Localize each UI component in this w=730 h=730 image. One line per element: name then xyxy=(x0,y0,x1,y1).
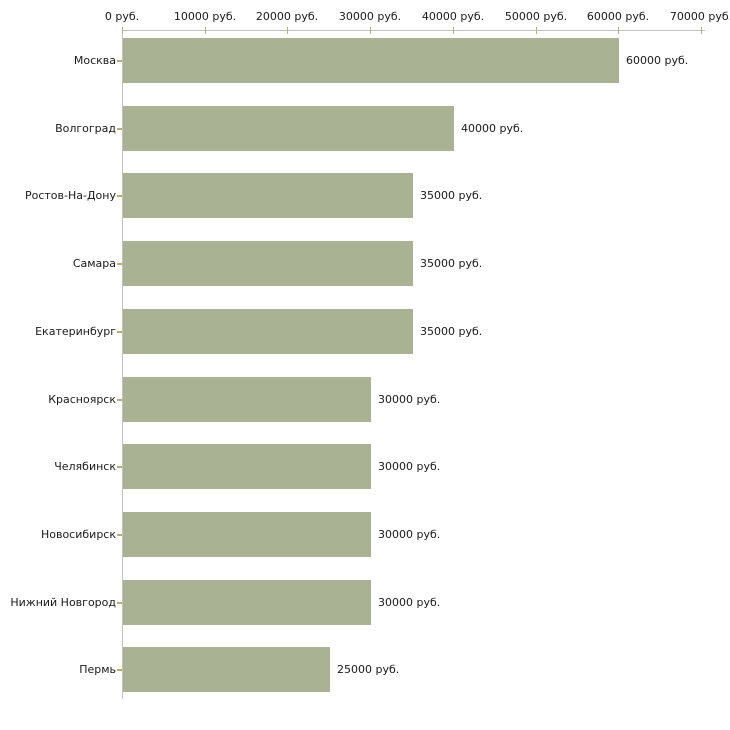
x-axis-tick-label: 60000 руб. xyxy=(586,10,650,23)
x-axis-tick-label: 30000 руб. xyxy=(338,10,402,23)
x-axis-tick xyxy=(370,27,371,34)
category-tick xyxy=(117,195,122,197)
x-axis-tick xyxy=(287,27,288,34)
value-label: 25000 руб. xyxy=(337,663,400,676)
bar xyxy=(123,309,413,354)
category-tick xyxy=(117,466,122,468)
bar xyxy=(123,38,619,83)
x-axis-tick-label: 40000 руб. xyxy=(421,10,485,23)
bar xyxy=(123,241,413,286)
bar xyxy=(123,106,454,151)
value-label: 35000 руб. xyxy=(420,189,483,202)
value-label: 30000 руб. xyxy=(378,393,441,406)
bar xyxy=(123,444,371,489)
value-label: 35000 руб. xyxy=(420,325,483,338)
category-label: Екатеринбург xyxy=(35,325,116,338)
category-label: Челябинск xyxy=(54,460,116,473)
x-axis-tick xyxy=(453,27,454,34)
x-axis-tick-label: 70000 руб. xyxy=(669,10,730,23)
category-tick xyxy=(117,263,122,265)
bar xyxy=(123,580,371,625)
category-tick xyxy=(117,331,122,333)
value-label: 35000 руб. xyxy=(420,257,483,270)
category-tick xyxy=(117,128,122,130)
bar xyxy=(123,377,371,422)
value-label: 30000 руб. xyxy=(378,596,441,609)
value-label: 60000 руб. xyxy=(626,54,689,67)
category-tick xyxy=(117,669,122,671)
category-label: Нижний Новгород xyxy=(10,596,116,609)
category-label: Красноярск xyxy=(48,393,116,406)
bar xyxy=(123,512,371,557)
category-tick xyxy=(117,534,122,536)
x-axis-tick xyxy=(618,27,619,34)
category-label: Ростов-На-Дону xyxy=(24,189,116,202)
x-axis-tick-label: 50000 руб. xyxy=(504,10,568,23)
category-label: Волгоград xyxy=(55,122,116,135)
category-tick xyxy=(117,399,122,401)
bar xyxy=(123,647,330,692)
value-label: 40000 руб. xyxy=(461,122,524,135)
category-tick xyxy=(117,602,122,604)
y-axis-line xyxy=(122,30,123,699)
category-label: Самара xyxy=(72,257,116,270)
category-label: Новосибирск xyxy=(40,528,116,541)
x-axis-tick xyxy=(205,27,206,34)
x-axis-tick xyxy=(122,27,123,34)
bar xyxy=(123,173,413,218)
value-label: 30000 руб. xyxy=(378,528,441,541)
category-label: Москва xyxy=(73,54,116,67)
x-axis-tick xyxy=(536,27,537,34)
x-axis-tick-label: 20000 руб. xyxy=(255,10,319,23)
category-tick xyxy=(117,60,122,62)
x-axis-tick-label: 10000 руб. xyxy=(173,10,237,23)
x-axis-tick-label: 0 руб. xyxy=(104,10,140,23)
x-axis-line xyxy=(122,30,705,31)
x-axis-tick xyxy=(701,27,702,34)
category-label: Пермь xyxy=(79,663,116,676)
value-label: 30000 руб. xyxy=(378,460,441,473)
